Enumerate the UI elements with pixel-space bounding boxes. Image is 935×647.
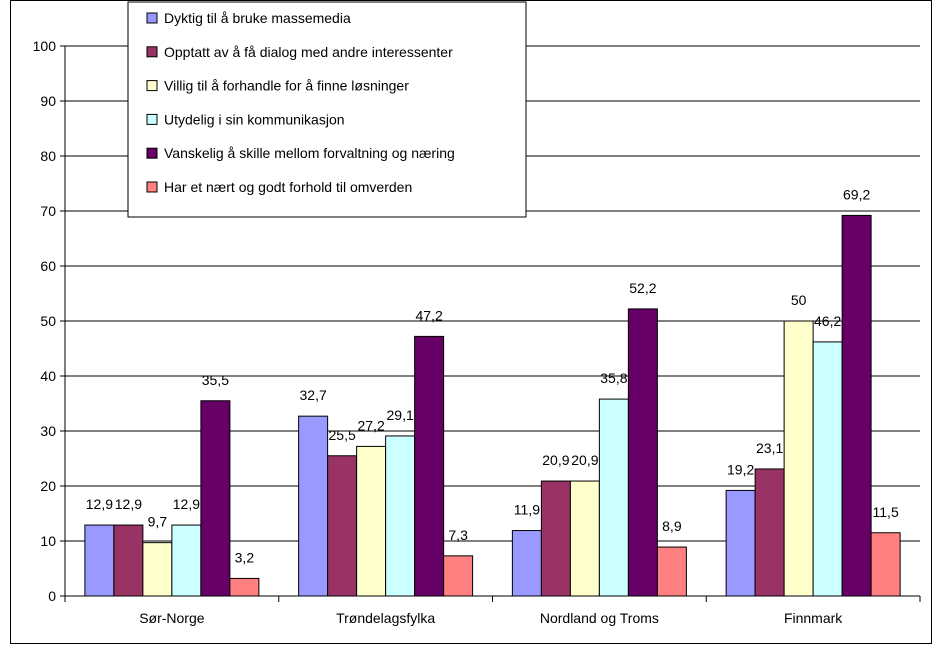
data-label: 11,9 bbox=[514, 502, 540, 518]
bar bbox=[870, 532, 901, 597]
category-label: Finnmark bbox=[784, 610, 843, 626]
bar bbox=[569, 480, 600, 597]
data-label: 35,5 bbox=[202, 372, 229, 388]
bar bbox=[142, 542, 173, 597]
data-label: 27,2 bbox=[358, 417, 385, 433]
bar bbox=[841, 214, 872, 597]
y-tick-label: 0 bbox=[48, 588, 56, 604]
bar bbox=[356, 445, 387, 597]
bar bbox=[754, 468, 785, 597]
data-label: 12,9 bbox=[115, 496, 142, 512]
data-label: 9,7 bbox=[148, 514, 168, 530]
bar bbox=[414, 335, 445, 597]
legend-swatch bbox=[146, 80, 158, 92]
y-tick-label: 80 bbox=[40, 148, 56, 164]
y-tick-label: 70 bbox=[40, 203, 56, 219]
data-label: 3,2 bbox=[235, 549, 255, 565]
legend-label: Har et nært og godt forhold til omverden bbox=[164, 179, 412, 195]
legend-swatch bbox=[146, 113, 158, 125]
legend-swatch bbox=[146, 12, 158, 24]
bar bbox=[385, 435, 416, 597]
bar bbox=[725, 489, 756, 597]
data-label: 11,5 bbox=[873, 504, 899, 520]
y-tick-label: 50 bbox=[40, 313, 56, 329]
bar bbox=[812, 341, 843, 597]
legend-box bbox=[127, 1, 527, 218]
data-label: 52,2 bbox=[629, 280, 656, 296]
y-tick-label: 20 bbox=[40, 478, 56, 494]
legend-label: Opptatt av å få dialog med andre interes… bbox=[164, 44, 453, 60]
bar bbox=[113, 524, 144, 597]
data-label: 50 bbox=[791, 292, 807, 308]
data-label: 46,2 bbox=[814, 313, 841, 329]
data-label: 20,9 bbox=[571, 452, 598, 468]
y-tick-label: 30 bbox=[40, 423, 56, 439]
y-tick-label: 90 bbox=[40, 93, 56, 109]
bar bbox=[783, 320, 814, 597]
legend-label: Vanskelig å skille mellom forvaltning og… bbox=[164, 145, 455, 161]
y-tick-label: 100 bbox=[33, 38, 57, 54]
bar bbox=[598, 398, 629, 597]
bar bbox=[171, 524, 202, 597]
data-label: 35,8 bbox=[600, 370, 627, 386]
bar bbox=[511, 530, 542, 597]
data-label: 12,9 bbox=[86, 496, 113, 512]
data-label: 20,9 bbox=[542, 452, 569, 468]
bar bbox=[200, 400, 231, 597]
data-label: 12,9 bbox=[173, 496, 200, 512]
legend-swatch bbox=[146, 147, 158, 159]
data-label: 25,5 bbox=[329, 427, 356, 443]
category-label: Nordland og Troms bbox=[540, 610, 659, 626]
legend-swatch bbox=[146, 46, 158, 58]
data-label: 47,2 bbox=[416, 307, 443, 323]
y-tick-label: 40 bbox=[40, 368, 56, 384]
bar bbox=[443, 555, 474, 597]
y-tick-label: 60 bbox=[40, 258, 56, 274]
bar bbox=[540, 480, 571, 597]
bar bbox=[84, 524, 115, 597]
bar bbox=[627, 308, 658, 597]
y-tick-label: 10 bbox=[40, 533, 56, 549]
legend-label: Dyktig til å bruke massemedia bbox=[164, 10, 351, 26]
bar bbox=[327, 455, 358, 597]
data-label: 29,1 bbox=[387, 407, 414, 423]
category-label: Sør-Norge bbox=[139, 610, 205, 626]
data-label: 7,3 bbox=[448, 527, 468, 543]
data-label: 32,7 bbox=[300, 387, 327, 403]
data-label: 23,1 bbox=[756, 440, 783, 456]
category-label: Trøndelagsfylka bbox=[336, 610, 435, 626]
legend-label: Villig til å forhandle for å finne løsni… bbox=[164, 78, 409, 94]
data-label: 8,9 bbox=[662, 518, 682, 534]
legend-swatch bbox=[146, 181, 158, 193]
legend-label: Utydelig i sin kommunikasjon bbox=[164, 111, 345, 127]
bar bbox=[656, 546, 687, 597]
bar bbox=[229, 577, 260, 597]
data-label: 69,2 bbox=[843, 186, 870, 202]
data-label: 19,2 bbox=[727, 461, 754, 477]
bar bbox=[298, 415, 329, 597]
